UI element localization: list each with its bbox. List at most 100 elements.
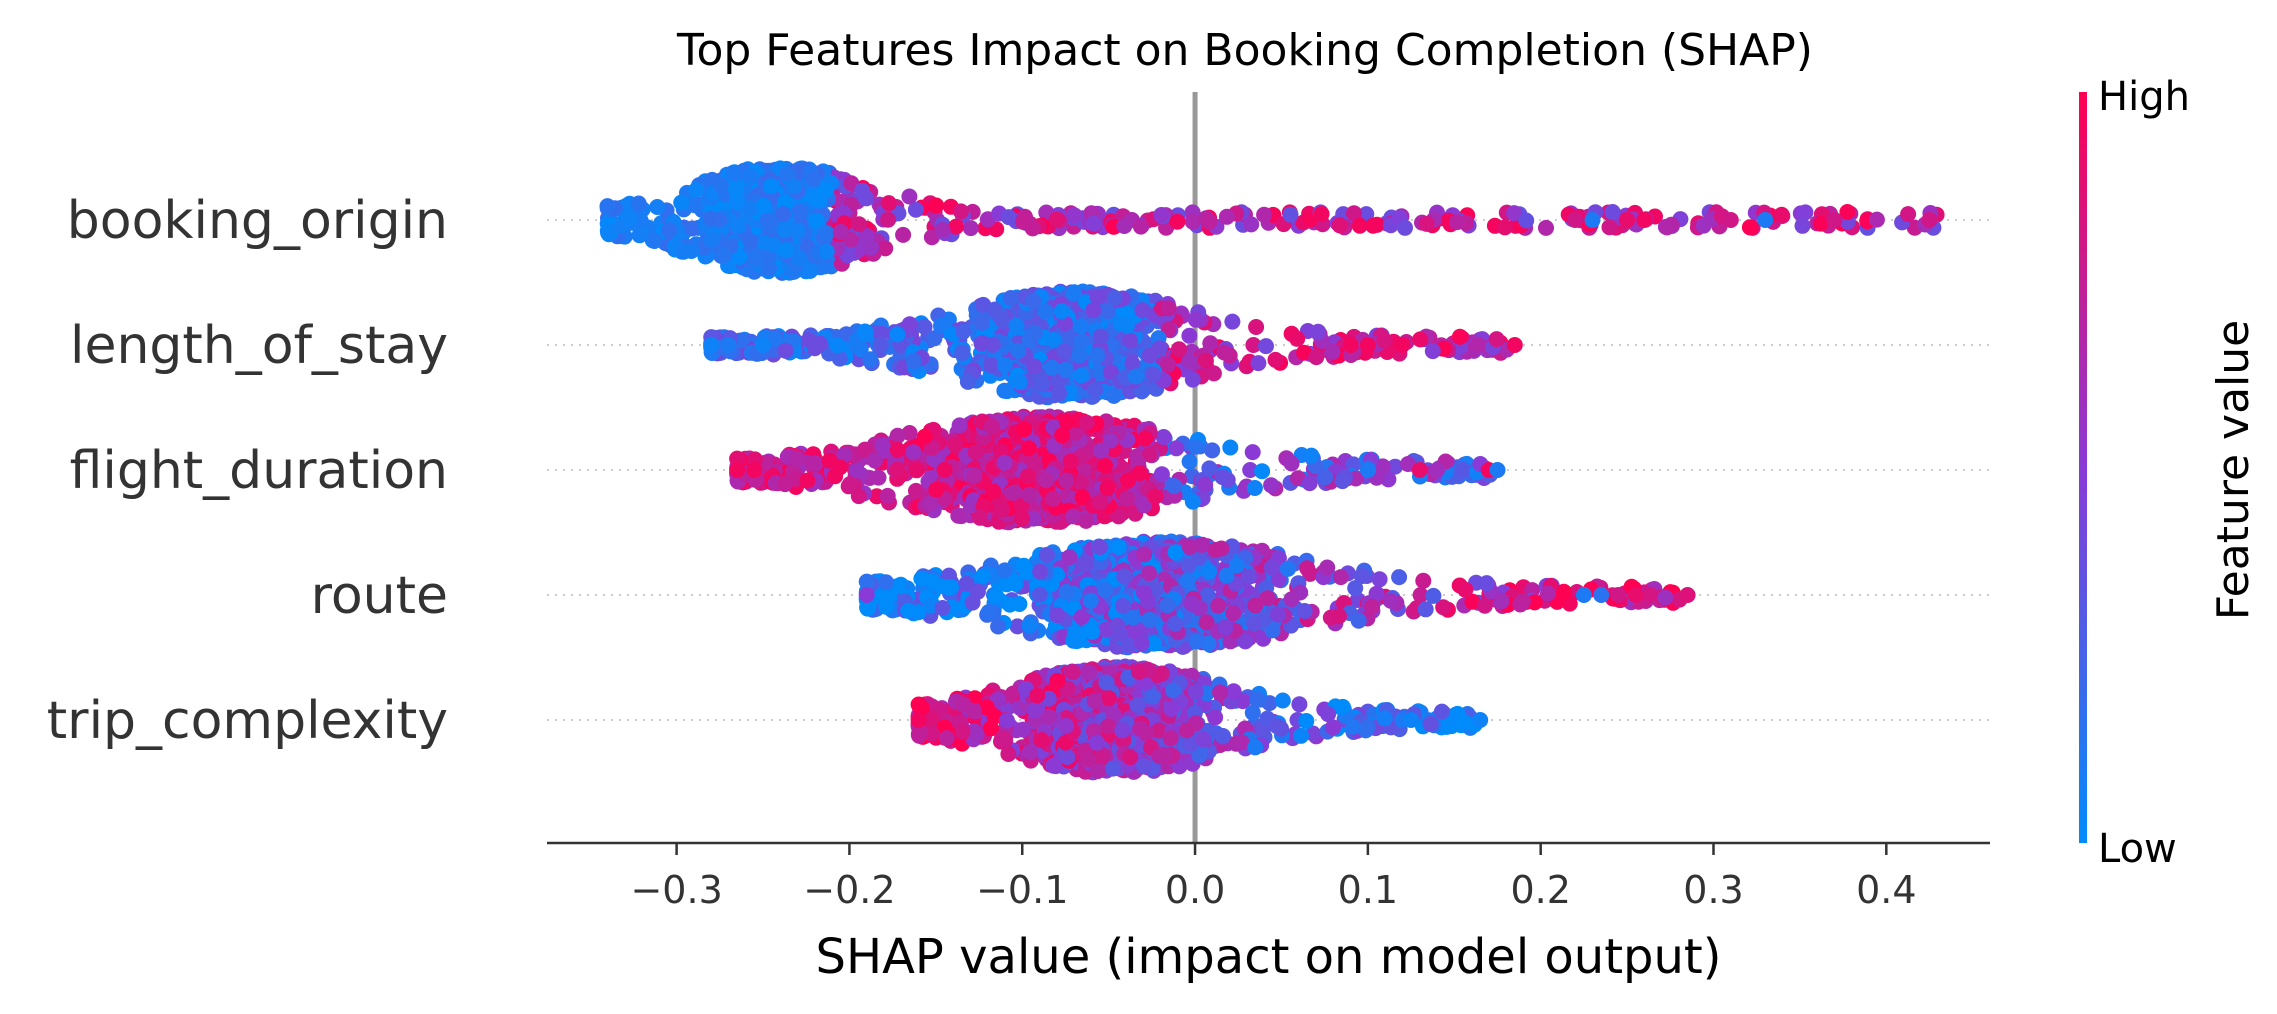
data-point [1181,538,1198,555]
data-point [990,618,1007,635]
data-point [939,579,956,596]
data-point-outlier [1359,462,1376,478]
data-point-outlier [1489,462,1506,478]
data-point [1014,510,1031,527]
data-point [791,250,808,267]
data-point [763,178,780,195]
data-point [1032,563,1049,580]
data-point [1008,317,1025,334]
data-point [1167,544,1184,561]
data-point [1166,478,1182,494]
data-point [776,222,793,239]
data-point [742,233,759,250]
data-point [1296,603,1313,619]
data-point [688,182,705,198]
data-point [842,476,858,493]
data-point [730,217,747,234]
data-point [1270,606,1287,623]
data-point [1045,490,1062,507]
data-point [985,483,1002,500]
data-point [649,199,666,215]
data-point-outlier [1342,337,1359,353]
data-point [1267,351,1284,368]
data-point [630,195,647,212]
data-point [874,437,891,454]
data-point [646,233,663,249]
data-point [1171,341,1187,358]
data-point-outlier [729,462,746,478]
data-point [1222,439,1239,456]
data-point-outlier [1722,212,1739,228]
data-point [1283,455,1300,472]
data-point [1197,352,1214,369]
data-point [1073,318,1090,335]
data-point-outlier [1567,212,1584,228]
data-point [934,222,951,238]
data-point [1313,206,1330,222]
data-point [1015,557,1032,574]
data-point [1021,486,1038,503]
data-point [1000,209,1017,226]
data-point [808,212,825,229]
data-point [1187,311,1204,328]
data-point [851,216,867,233]
data-point-outlier [1757,212,1774,228]
data-point [1258,338,1274,355]
data-point [1263,477,1280,494]
data-point [1301,475,1318,492]
data-point [1183,595,1200,612]
data-point-outlier [1826,212,1843,228]
data-point [1005,484,1022,501]
data-point [1097,582,1114,598]
data-point [1087,381,1104,398]
data-point [1181,327,1198,344]
data-point [878,598,895,615]
data-point [1201,213,1218,230]
data-point [1332,569,1349,586]
data-point [777,242,794,259]
data-point [1136,546,1153,563]
data-point [748,251,765,268]
data-point [1319,559,1336,576]
data-point [951,417,968,434]
data-point [1247,597,1264,614]
data-point [1245,337,1262,353]
data-point [1347,580,1364,597]
data-point-outlier [1584,212,1601,228]
data-point [1089,347,1105,364]
data-point [1153,207,1170,223]
data-point [703,232,720,249]
data-point [1010,342,1027,359]
data-point [916,428,933,445]
data-point [1038,546,1055,563]
data-point [969,583,986,600]
data-point [675,243,692,260]
data-point-outlier [1575,587,1592,603]
data-point [950,507,967,524]
data-point [1073,609,1090,626]
data-point [741,168,758,185]
data-point [954,344,971,361]
data-point [1425,587,1442,604]
data-point [1024,220,1041,237]
data-point [972,509,989,526]
data-point [1201,563,1217,580]
data-point [1066,207,1083,224]
data-points [599,160,1945,781]
data-point [1812,215,1829,232]
data-point-outlier [1679,587,1696,603]
data-point [1291,696,1308,713]
data-point [1364,598,1381,615]
data-point [1604,204,1621,220]
data-point [1741,219,1758,236]
data-point [1449,214,1465,231]
data-point [1424,343,1441,360]
data-point [934,600,951,616]
data-point [1415,572,1432,589]
data-point [905,444,922,461]
data-point [1084,624,1101,640]
data-point [1289,330,1306,347]
data-point [1382,592,1399,609]
data-point [756,197,772,214]
data-point-outlier [755,337,771,353]
